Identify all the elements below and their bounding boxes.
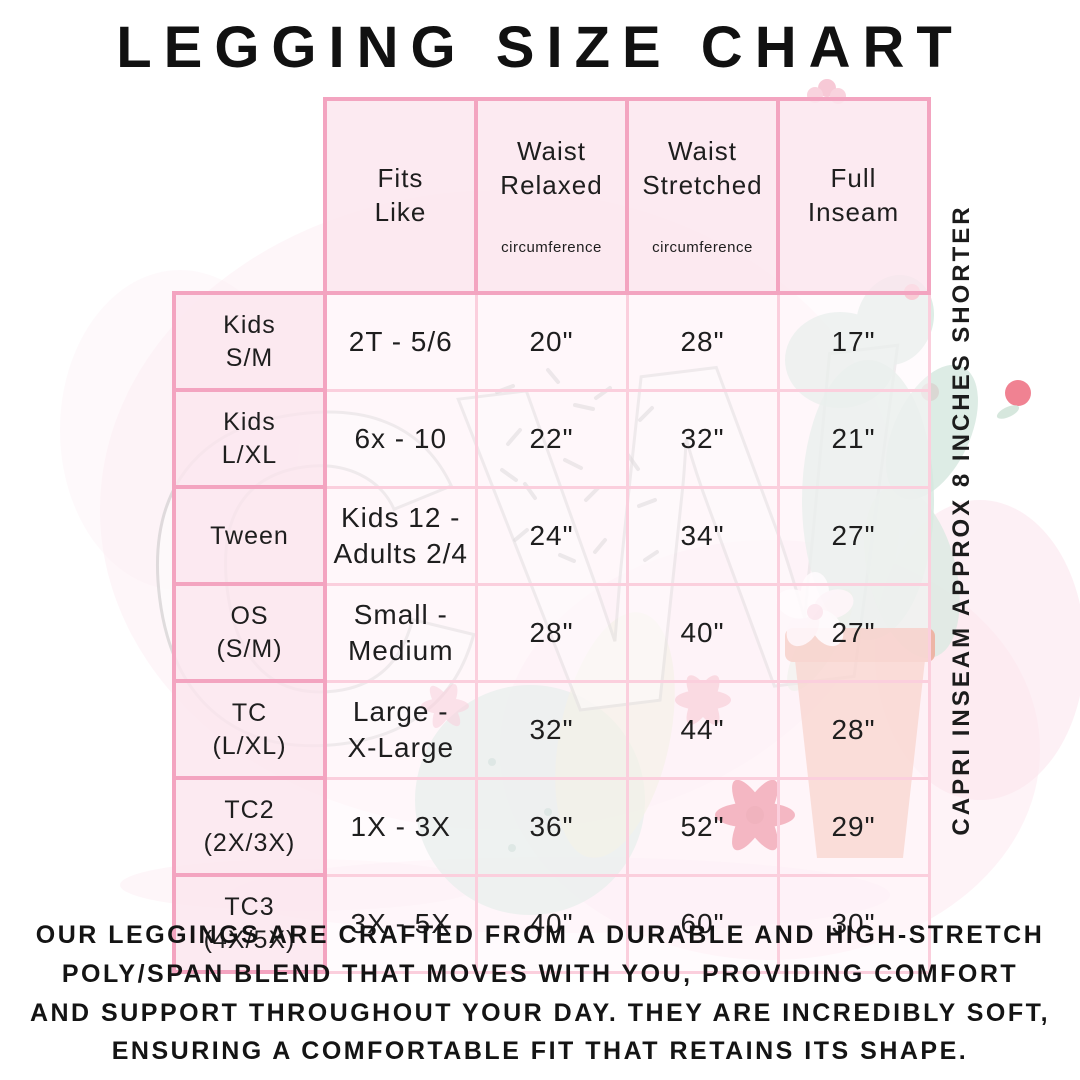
cell-full-inseam: 17"	[776, 291, 931, 392]
column-header-label: Full Inseam	[807, 163, 900, 228]
cell-full-inseam: 28"	[776, 679, 931, 780]
row-header-tc: TC (L/XL)	[172, 679, 327, 781]
cell-waist-stretched: 32"	[625, 388, 780, 489]
cell-waist-relaxed: 36"	[474, 776, 629, 877]
column-header-waist-stretched: Waist Stretched circumference	[625, 96, 780, 296]
column-header-fits-like: Fits Like	[323, 96, 478, 296]
corner-cell	[174, 99, 325, 293]
cell-waist-stretched: 44"	[625, 679, 780, 780]
cell-fits-like: Large - X-Large	[323, 679, 478, 780]
column-header-label: Waist Relaxed	[500, 135, 603, 200]
cell-full-inseam: 27"	[776, 582, 931, 683]
cell-waist-relaxed: 22"	[474, 388, 629, 489]
table-row: TC (L/XL) Large - X-Large 32" 44" 28"	[172, 679, 931, 781]
description-line: POLY/SPAN BLEND THAT MOVES WITH YOU, PRO…	[61, 959, 1019, 988]
row-header-tc3: TC3 (4X/5X)	[172, 873, 327, 975]
cell-fits-like: 1X - 3X	[323, 776, 478, 877]
table-row: TC2 (2X/3X) 1X - 3X 36" 52" 29"	[172, 776, 931, 878]
column-header-full-inseam: Full Inseam	[776, 96, 931, 296]
product-description: OUR LEGGINGS ARE CRAFTED FROM A DURABLE …	[12, 916, 1068, 1071]
row-header-tween: Tween	[172, 485, 327, 587]
cell-waist-relaxed: 28"	[474, 582, 629, 683]
column-header-label: Waist Stretched	[642, 135, 763, 200]
column-header-label: Fits Like	[374, 163, 427, 228]
cell-waist-relaxed: 32"	[474, 679, 629, 780]
cell-full-inseam: 30"	[776, 873, 931, 974]
description-line: AND SUPPORT THROUGHOUT YOUR DAY. THEY AR…	[29, 998, 1051, 1027]
capri-inseam-note: CAPRI INSEAM APPROX 8 INCHES SHORTER	[948, 204, 975, 836]
table-row: Tween Kids 12 - Adults 2/4 24" 34" 27"	[172, 485, 931, 587]
table-row: TC3 (4X/5X) 3X - 5X 40" 60" 30"	[172, 873, 931, 975]
cell-fits-like: 3X - 5X	[323, 873, 478, 974]
cell-fits-like: Small - Medium	[323, 582, 478, 683]
cell-fits-like: Kids 12 - Adults 2/4	[323, 485, 478, 586]
table-row: OS (S/M) Small - Medium 28" 40" 27"	[172, 582, 931, 684]
cell-full-inseam: 29"	[776, 776, 931, 877]
cell-fits-like: 6x - 10	[323, 388, 478, 489]
cell-fits-like: 2T - 5/6	[323, 291, 478, 392]
cell-waist-relaxed: 20"	[474, 291, 629, 392]
row-header-os: OS (S/M)	[172, 582, 327, 684]
cell-waist-stretched: 28"	[625, 291, 780, 392]
cell-waist-stretched: 60"	[625, 873, 780, 974]
page-title: LEGGING SIZE CHART	[116, 15, 964, 80]
row-header-kids-sm: Kids S/M	[172, 291, 327, 393]
table-row: Kids S/M 2T - 5/6 20" 28" 17"	[172, 291, 931, 393]
row-header-tc2: TC2 (2X/3X)	[172, 776, 327, 878]
tulip-icon	[996, 380, 1031, 419]
cell-waist-relaxed: 40"	[474, 873, 629, 974]
description-line: ENSURING A COMFORTABLE FIT THAT RETAINS …	[111, 1037, 969, 1066]
table-row: Kids L/XL 6x - 10 22" 32" 21"	[172, 388, 931, 490]
cell-waist-stretched: 34"	[625, 485, 780, 586]
cell-waist-stretched: 40"	[625, 582, 780, 683]
description-line: OUR LEGGINGS ARE CRAFTED FROM A DURABLE …	[35, 921, 1045, 949]
column-header-subtext: circumference	[652, 239, 753, 257]
size-chart-table: Fits Like Waist Relaxed circumference Wa…	[172, 96, 931, 975]
cell-full-inseam: 21"	[776, 388, 931, 489]
column-header-waist-relaxed: Waist Relaxed circumference	[474, 96, 629, 296]
cell-full-inseam: 27"	[776, 485, 931, 586]
column-header-subtext: circumference	[501, 239, 602, 257]
row-header-kids-lxl: Kids L/XL	[172, 388, 327, 490]
cell-waist-relaxed: 24"	[474, 485, 629, 586]
cell-waist-stretched: 52"	[625, 776, 780, 877]
